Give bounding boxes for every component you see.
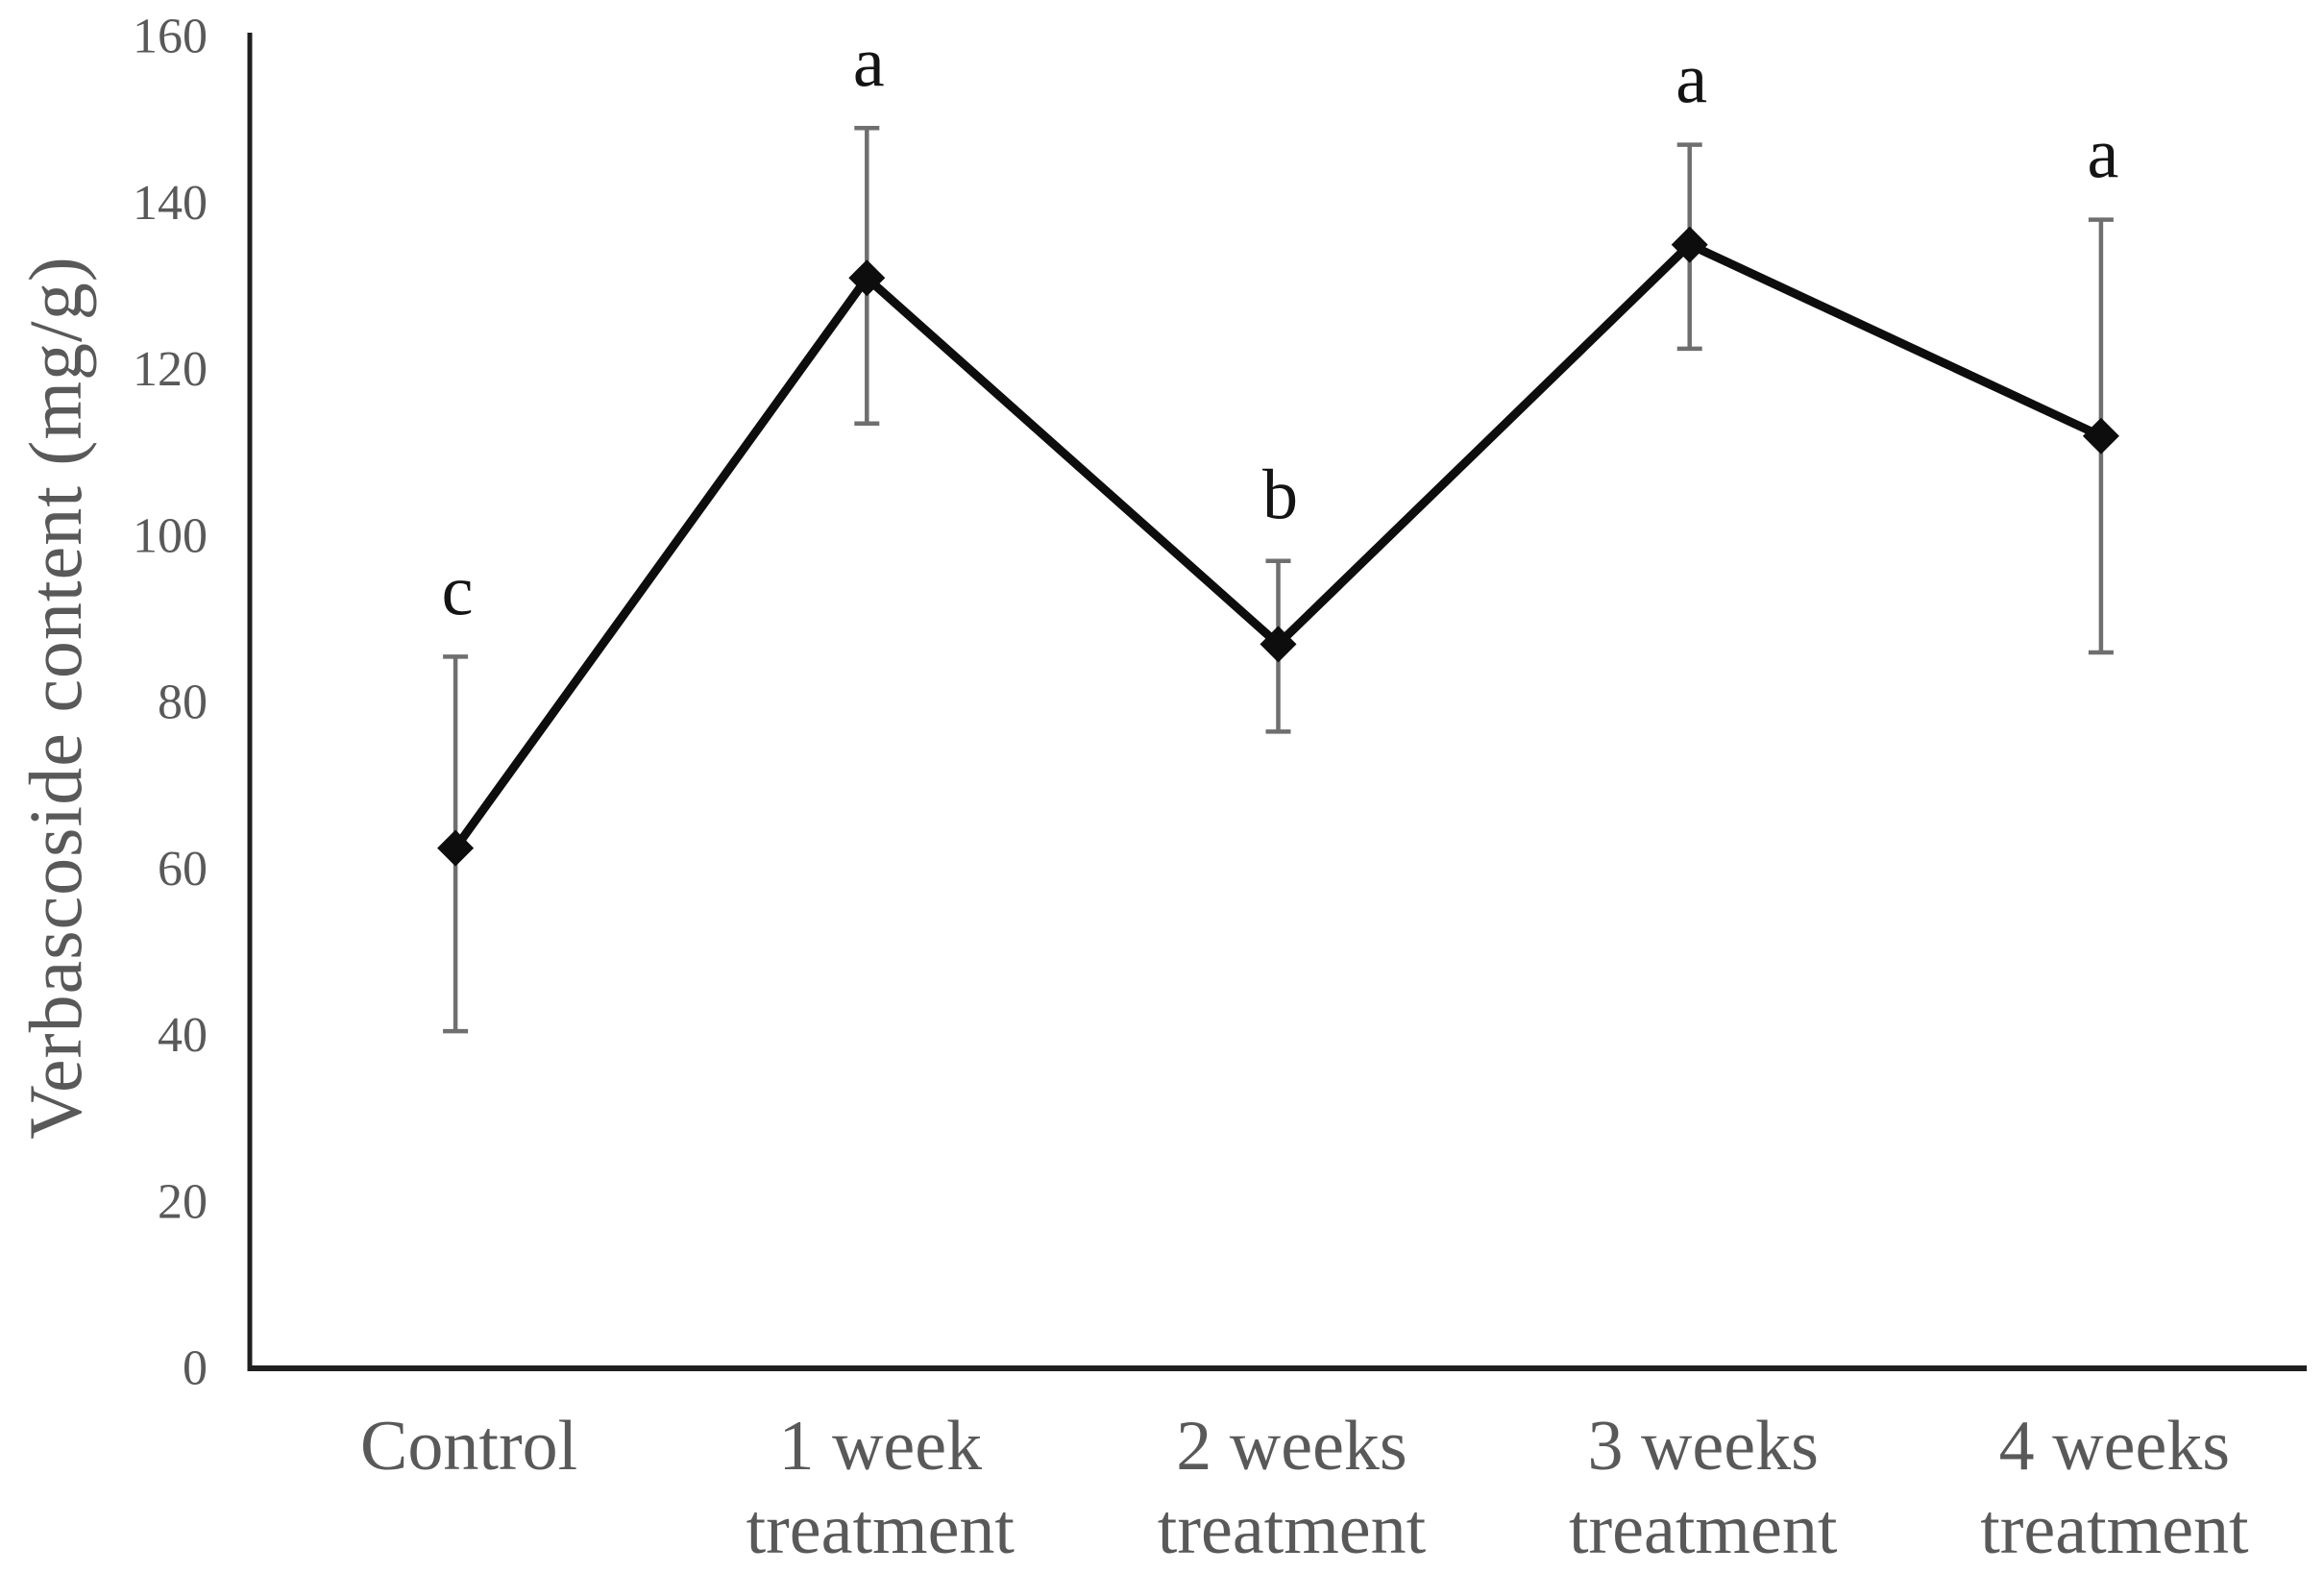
x-category-label: 4 weeks: [1999, 1407, 2230, 1486]
x-category-label: treatment: [746, 1490, 1015, 1569]
significance-letter: a: [2087, 115, 2118, 194]
x-category-label: 1 week: [778, 1407, 982, 1486]
x-category-label: Control: [360, 1407, 577, 1486]
x-category-label: 2 weeks: [1176, 1407, 1407, 1486]
y-tick-label: 0: [183, 1341, 208, 1396]
data-series-line: [451, 239, 2106, 853]
y-tick-label: 40: [158, 1008, 208, 1063]
significance-letter: c: [442, 552, 474, 630]
significance-letter: a: [1676, 40, 1707, 119]
significance-letter: a: [853, 23, 885, 102]
data-point-marker: [1671, 226, 1708, 263]
y-tick-label: 160: [133, 10, 208, 64]
data-point-marker: [437, 829, 475, 867]
data-point-marker: [1260, 626, 1297, 663]
data-point-marker: [2082, 417, 2119, 455]
data-point-marker: [848, 259, 886, 297]
x-category-label: treatment: [1980, 1490, 2249, 1569]
x-category-label: 3 weeks: [1587, 1407, 1818, 1486]
y-tick-label: 20: [158, 1174, 208, 1229]
y-tick-label: 80: [158, 676, 208, 730]
x-category-label: treatment: [1569, 1490, 1838, 1569]
y-tick-label: 100: [133, 508, 208, 563]
y-tick-label: 140: [133, 176, 208, 231]
y-tick-label: 60: [158, 842, 208, 897]
x-category-label: treatment: [1158, 1490, 1427, 1569]
y-tick-label: 120: [133, 342, 208, 397]
y-axis-title: Verbascoside content (mg/g): [13, 256, 97, 1140]
significance-letter: b: [1262, 456, 1298, 535]
